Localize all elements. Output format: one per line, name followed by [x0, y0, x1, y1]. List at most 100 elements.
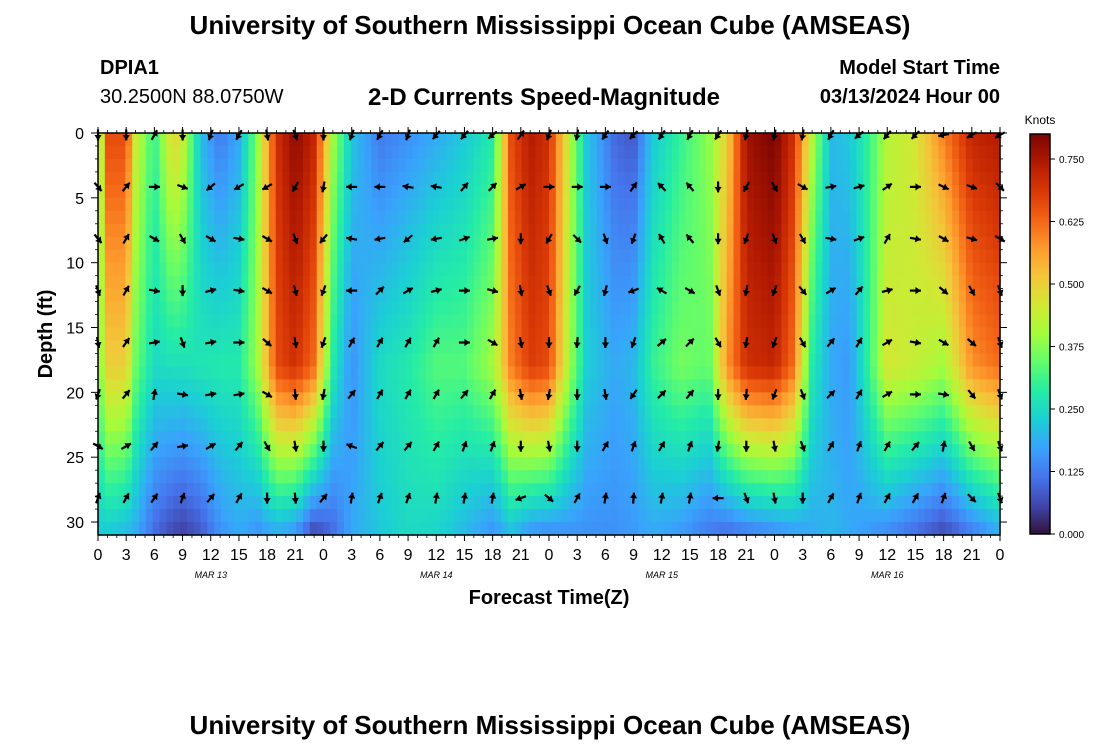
heatmap-cell	[378, 158, 386, 173]
heatmap-cell	[829, 171, 837, 186]
heatmap-cell	[904, 483, 912, 497]
heatmap-cell	[590, 418, 598, 432]
heatmap-cell	[747, 340, 755, 355]
heatmap-cell	[863, 210, 871, 225]
heatmap-cell	[637, 405, 646, 419]
heatmap-cell	[166, 171, 174, 186]
heatmap-cell	[897, 236, 905, 251]
heatmap-cell	[426, 197, 434, 212]
heatmap-cell	[316, 184, 325, 199]
heatmap-cell	[145, 262, 154, 277]
heatmap-cell	[993, 158, 1001, 173]
heatmap-cell	[815, 184, 823, 199]
heatmap-cell	[432, 314, 441, 329]
current-vector	[771, 129, 778, 141]
heatmap-cell	[98, 340, 106, 355]
heatmap-cell	[972, 483, 981, 497]
heatmap-cell	[904, 133, 912, 147]
heatmap-cell	[863, 249, 871, 264]
heatmap-cell	[180, 158, 188, 173]
heatmap-cell	[781, 457, 789, 471]
heatmap-cell	[952, 184, 960, 199]
heatmap-cell	[979, 133, 987, 147]
heatmap-cell	[316, 288, 325, 303]
heatmap-cell	[795, 496, 803, 510]
heatmap-cell	[535, 353, 543, 368]
heatmap-cell	[125, 509, 133, 523]
heatmap-cell	[145, 496, 154, 510]
heatmap-cell	[849, 353, 858, 368]
heatmap-cell	[699, 184, 707, 199]
heatmap-cell	[186, 366, 195, 380]
heatmap-cell	[562, 288, 571, 303]
heatmap-cell	[255, 470, 263, 484]
heatmap-cell	[432, 236, 441, 251]
heatmap-cell	[460, 522, 468, 536]
heatmap-cell	[795, 353, 803, 368]
heatmap-cell	[419, 483, 427, 497]
current-vector	[348, 129, 356, 141]
heatmap-cell	[849, 444, 858, 458]
heatmap-cell	[808, 327, 817, 342]
heatmap-cell	[132, 392, 140, 406]
heatmap-cell	[364, 275, 372, 290]
heatmap-cell	[849, 223, 858, 238]
heatmap-cell	[747, 236, 755, 251]
heatmap-cell	[849, 197, 858, 212]
heatmap-cell	[180, 392, 188, 406]
heatmap-cell	[760, 262, 769, 277]
heatmap-cell	[186, 353, 195, 368]
heatmap-cell	[432, 353, 441, 368]
heatmap-cell	[706, 496, 714, 510]
heatmap-cell	[344, 509, 352, 523]
heatmap-cell	[200, 158, 208, 173]
heatmap-cell	[166, 405, 174, 419]
heatmap-cell	[467, 223, 475, 238]
heatmap-cell	[268, 470, 277, 484]
heatmap-cell	[186, 509, 195, 523]
heatmap-cell	[918, 197, 926, 212]
heatmap-cell	[330, 379, 338, 393]
heatmap-cell	[501, 223, 509, 238]
heatmap-cell	[747, 210, 755, 225]
heatmap-cell	[446, 223, 454, 238]
heatmap-cell	[378, 133, 386, 147]
heatmap-cell	[200, 314, 208, 329]
heatmap-cell	[699, 301, 707, 316]
current-vector	[205, 390, 217, 398]
heatmap-cell	[631, 431, 639, 445]
heatmap-cell	[972, 262, 981, 277]
heatmap-cell	[439, 288, 448, 303]
heatmap-cell	[651, 171, 659, 186]
heatmap-cell	[111, 236, 120, 251]
heatmap-cell	[473, 301, 482, 316]
heatmap-cell	[822, 249, 830, 264]
heatmap-cell	[856, 133, 864, 147]
heatmap-cell	[924, 210, 933, 225]
heatmap-cell	[719, 392, 728, 406]
heatmap-cell	[467, 145, 475, 160]
heatmap-cell	[706, 470, 714, 484]
heatmap-cell	[111, 262, 120, 277]
heatmap-cell	[111, 509, 120, 523]
heatmap-cell	[590, 210, 598, 225]
heatmap-cell	[426, 249, 434, 264]
heatmap-cell	[877, 379, 885, 393]
heatmap-cell	[993, 509, 1001, 523]
heatmap-cell	[842, 301, 851, 316]
heatmap-cell	[931, 314, 940, 329]
heatmap-cell	[432, 288, 441, 303]
heatmap-cell	[631, 301, 639, 316]
heatmap-cell	[528, 379, 536, 393]
heatmap-cell	[98, 314, 106, 329]
heatmap-cell	[952, 133, 960, 147]
heatmap-cell	[412, 171, 420, 186]
heatmap-cell	[897, 197, 905, 212]
heatmap-cell	[706, 457, 714, 471]
heatmap-cell	[200, 470, 208, 484]
heatmap-cell	[193, 197, 202, 212]
heatmap-cell	[733, 522, 741, 536]
heatmap-cell	[296, 444, 304, 458]
current-vector	[460, 130, 469, 140]
x-tick-label: 21	[512, 547, 530, 564]
